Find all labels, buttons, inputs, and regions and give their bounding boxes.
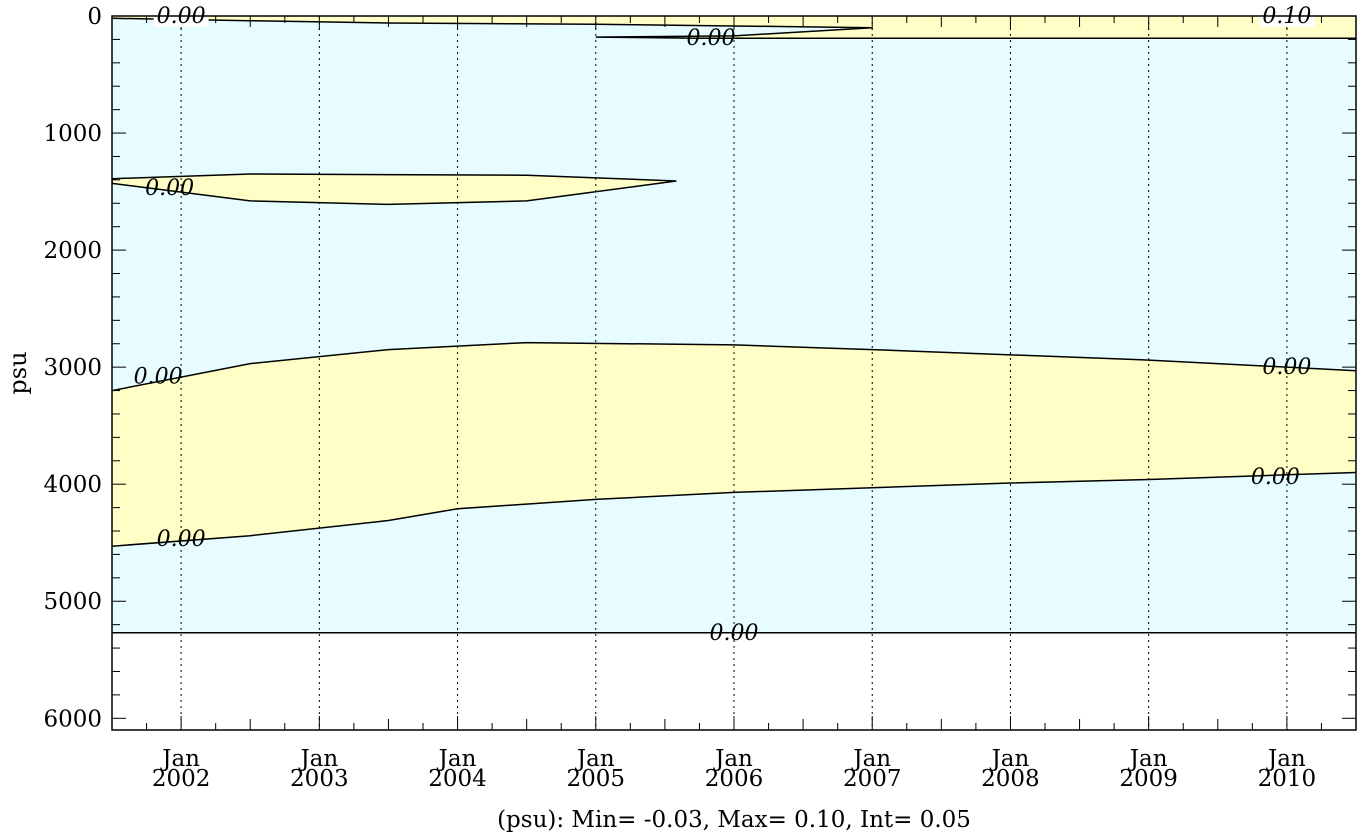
x-tick-label-month: Jan bbox=[575, 746, 615, 772]
x-tick-labels: Jan2002Jan2003Jan2004Jan2005Jan2006Jan20… bbox=[152, 746, 1316, 792]
contour-label: 0.00 bbox=[1251, 465, 1300, 490]
plot-frame bbox=[111, 15, 1357, 731]
y-tick-label: 3000 bbox=[43, 355, 102, 381]
contour-line bbox=[112, 341, 1356, 392]
y-tick-label: 1000 bbox=[43, 121, 102, 147]
y-tick-label: 6000 bbox=[43, 706, 102, 732]
x-tick-label-year: 2002 bbox=[152, 766, 211, 792]
contour-line bbox=[595, 26, 1356, 39]
x-tick-label-month: Jan bbox=[1128, 746, 1168, 772]
x-tick-label-month: Jan bbox=[437, 746, 477, 772]
contour-label: 0.00 bbox=[134, 365, 183, 390]
x-tick-label-year: 2005 bbox=[567, 766, 626, 792]
contour-label: 0.00 bbox=[1262, 355, 1311, 380]
x-tick-label-year: 2009 bbox=[1119, 766, 1178, 792]
x-tick-label-month: Jan bbox=[851, 746, 891, 772]
contour-label: 0.00 bbox=[157, 527, 206, 552]
y-axis-title: psu bbox=[4, 351, 32, 394]
x-tick-label-month: Jan bbox=[298, 746, 338, 772]
y-tick-label: 2000 bbox=[43, 238, 102, 264]
positive-region-2 bbox=[112, 174, 677, 205]
contour-label: 0.00 bbox=[710, 621, 759, 646]
x-tick-label-month: Jan bbox=[1266, 746, 1306, 772]
x-tick-label-year: 2003 bbox=[290, 766, 349, 792]
chart-footer: (psu): Min= -0.03, Max= 0.10, Int= 0.05 bbox=[497, 807, 971, 833]
y-tick-label: 0 bbox=[87, 4, 102, 30]
y-tick-labels: 0 1000 2000 3000 4000 5000 6000 bbox=[43, 4, 102, 732]
x-tick-label-year: 2008 bbox=[981, 766, 1040, 792]
x-tick-label-year: 2010 bbox=[1258, 766, 1317, 792]
x-tick-label-year: 2006 bbox=[705, 766, 764, 792]
contour-line bbox=[112, 471, 1356, 547]
x-tick-label-month: Jan bbox=[990, 746, 1030, 772]
contour-line bbox=[112, 173, 677, 206]
contour-label: 0.00 bbox=[686, 26, 735, 51]
x-tick-label-year: 2004 bbox=[428, 766, 487, 792]
gridlines bbox=[180, 16, 1288, 730]
positive-region-3 bbox=[112, 342, 1356, 547]
y-tick-label: 4000 bbox=[43, 472, 102, 498]
x-tick-label-year: 2007 bbox=[843, 766, 902, 792]
y-tick-label: 5000 bbox=[43, 589, 102, 615]
contour-label: 0.00 bbox=[145, 176, 194, 201]
contour-labels: 0.000.000.100.000.00 0.000.000.000.00 bbox=[134, 4, 1315, 646]
x-tick-label-month: Jan bbox=[160, 746, 200, 772]
negative-region bbox=[112, 16, 1356, 633]
x-tick-label-month: Jan bbox=[713, 746, 753, 772]
